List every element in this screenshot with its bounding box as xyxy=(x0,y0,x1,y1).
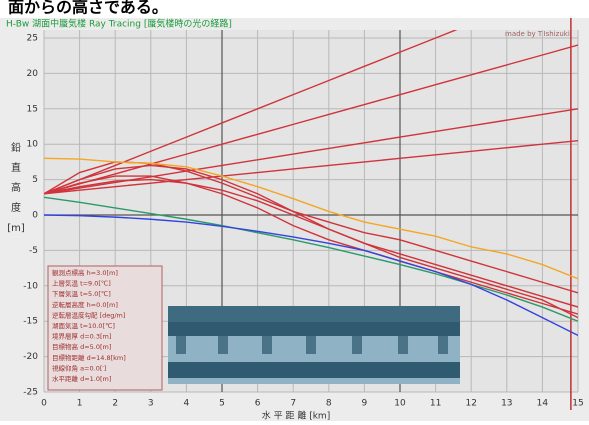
image-post xyxy=(218,336,228,354)
x-tick-label: 5 xyxy=(219,399,225,409)
y-tick-label: 20 xyxy=(27,69,39,79)
credit: made by T.Ishizuki xyxy=(505,30,570,38)
x-tick-label: 11 xyxy=(430,399,441,409)
x-tick-label: 10 xyxy=(394,399,406,409)
image-band xyxy=(168,306,460,322)
y-axis-label: 高 xyxy=(11,181,21,194)
chart-title: H-Bw 湖面中蜃気楼 Ray Tracing [蜃気楼時の光の経路] xyxy=(6,18,232,30)
y-tick-label: -25 xyxy=(23,388,38,398)
image-post xyxy=(262,336,272,354)
param-text: 上層気温 t=9.0[℃] xyxy=(52,279,111,288)
x-tick-label: 7 xyxy=(290,399,296,409)
x-tick-label: 14 xyxy=(537,399,549,409)
x-tick-label: 3 xyxy=(148,399,154,409)
image-post xyxy=(352,336,362,354)
image-post xyxy=(398,336,408,354)
param-text: 目標物高 d=5.0[m] xyxy=(52,342,111,351)
param-text: 湖面気温 t=10.0[℃] xyxy=(52,321,115,330)
y-axis-label: 鉛 xyxy=(11,141,21,154)
caption: 面からの高さである。 xyxy=(8,0,168,17)
x-tick-label: 13 xyxy=(501,399,512,409)
x-tick-label: 12 xyxy=(465,399,476,409)
y-tick-label: -15 xyxy=(23,317,38,327)
x-tick-label: 9 xyxy=(362,399,368,409)
image-post xyxy=(176,336,186,354)
x-tick-label: 15 xyxy=(572,399,583,409)
param-text: 観測点標高 h=3.0[m] xyxy=(52,268,118,277)
param-text: 目標物距離 d=14.8[km] xyxy=(52,353,126,362)
chart: 面からの高さである。 H-Bw 湖面中蜃気楼 Ray Tracing [蜃気楼時… xyxy=(0,0,589,421)
y-tick-label: -5 xyxy=(29,246,38,256)
y-axis-label: 直 xyxy=(11,161,21,174)
y-axis-label: 度 xyxy=(11,201,21,214)
x-tick-label: 4 xyxy=(184,399,190,409)
y-tick-label: 5 xyxy=(32,175,38,185)
image-post xyxy=(306,336,316,354)
y-tick-label: -10 xyxy=(23,281,38,291)
x-tick-label: 8 xyxy=(326,399,332,409)
y-tick-label: 15 xyxy=(27,104,38,114)
mirage-image xyxy=(168,306,460,384)
param-text: 境界層厚 d=0.3[m] xyxy=(52,332,111,341)
x-tick-label: 6 xyxy=(255,399,261,409)
param-text: 視線仰角 a=0.0[′] xyxy=(52,363,106,372)
param-text: 水平距離 d=1.0[m] xyxy=(52,374,111,383)
param-text: 下層気温 t=5.0[℃] xyxy=(52,289,111,298)
x-axis-label: 水 平 距 離 [km] xyxy=(262,410,330,422)
page: {"caption": "面からの高さである。", "chart_data": … xyxy=(0,0,589,421)
y-tick-label: 25 xyxy=(27,34,38,44)
image-band xyxy=(168,362,460,378)
param-text: 逆転層高度 h=0.0[m] xyxy=(52,300,118,309)
y-tick-label: 0 xyxy=(32,211,38,221)
y-axis-label: [m] xyxy=(7,223,25,234)
image-post xyxy=(438,336,448,354)
x-tick-label: 0 xyxy=(41,399,47,409)
image-band xyxy=(168,322,460,336)
x-tick-label: 1 xyxy=(77,399,83,409)
y-tick-label: 10 xyxy=(27,140,39,150)
param-text: 逆転層温度勾配 [deg/m] xyxy=(52,310,125,319)
x-tick-label: 2 xyxy=(112,399,118,409)
y-tick-label: -20 xyxy=(23,352,38,362)
